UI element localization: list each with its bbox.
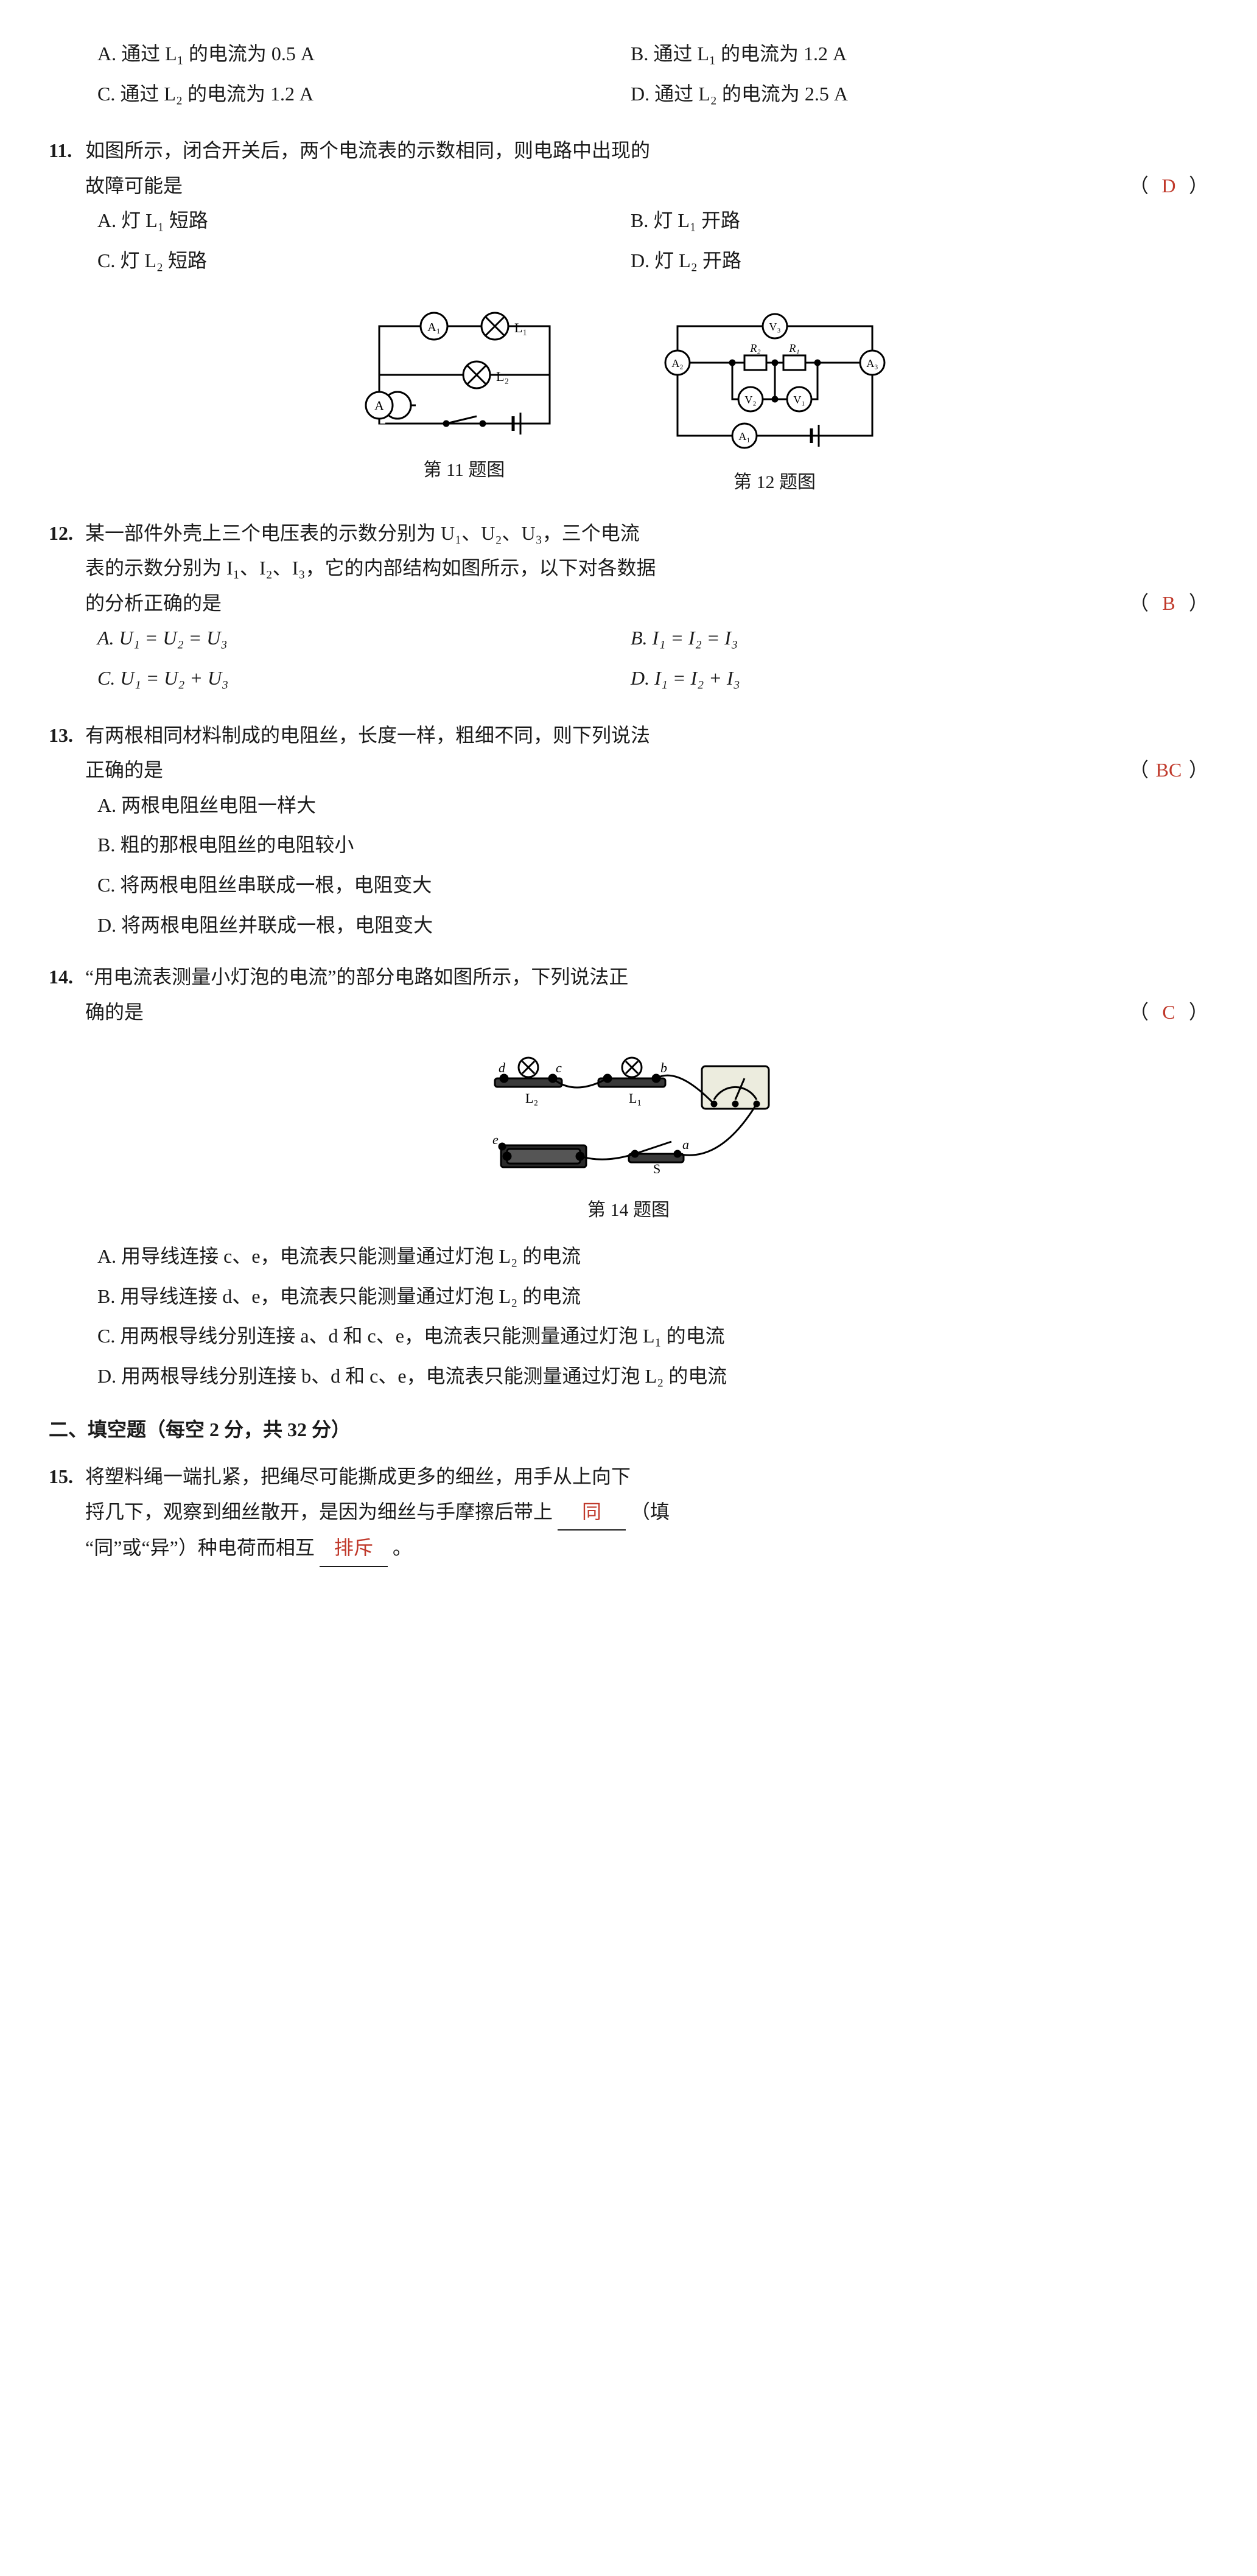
svg-text:A₁: A₁ [738, 430, 750, 442]
svg-text:A₁: A₁ [427, 321, 440, 334]
figure-14-caption: 第 14 题图 [49, 1194, 1208, 1227]
option-A: A. 用导线连接 c、e，电流表只能测量通过灯泡 L₂ 的电流 [97, 1239, 1208, 1274]
option-C: C. 通过 L₂ 的电流为 1.2 A [97, 77, 631, 112]
svg-text:d: d [499, 1060, 506, 1075]
stem-line-1: 某一部件外壳上三个电压表的示数分别为 U₁、U₂、U₃，三个电流 [85, 516, 1208, 551]
question-13: 13. 有两根相同材料制成的电阻丝，长度一样，粗细不同，则下列说法 正确的是 （… [49, 718, 1208, 943]
svg-text:b: b [660, 1060, 667, 1075]
svg-text:R₂: R₂ [749, 342, 760, 354]
question-number: 11. [49, 133, 85, 169]
text-after-blank2: 。 [393, 1537, 412, 1559]
option-A: A. 通过 L₁ 的电流为 0.5 A [97, 37, 631, 72]
circuit-12-svg: V₃ A₂ A₃ R₂ R₁ V₂ V₁ A₁ [647, 302, 903, 460]
question-text: 将塑料绳一端扎紧，把绳尽可能撕成更多的细丝，用手从上向下 捋几下，观察到细丝散开… [85, 1459, 1208, 1567]
text-after-blank1: （填 [631, 1501, 670, 1523]
answer: C [1154, 995, 1184, 1030]
option-C: C. 灯 L₂ 短路 [97, 243, 631, 279]
text-before-blank2: “同”或“异”）种电荷而相互 [85, 1537, 315, 1559]
figure-14: d c b L₂ L₁ e a S 第 14 题图 [49, 1042, 1208, 1227]
question-number: 15. [49, 1459, 85, 1495]
option-D: D. 通过 L₂ 的电流为 2.5 A [631, 77, 1164, 112]
stem-line-2: 确的是 [85, 995, 144, 1030]
stem-line-3: 的分析正确的是 [85, 586, 222, 621]
question-number: 14. [49, 960, 85, 995]
stem-line-1: “用电流表测量小灯泡的电流”的部分电路如图所示，下列说法正 [85, 960, 1208, 995]
question-12: 12. 某一部件外壳上三个电压表的示数分别为 U₁、U₂、U₃，三个电流 表的示… [49, 516, 1208, 701]
svg-text:c: c [556, 1060, 562, 1075]
answer: B [1154, 586, 1184, 621]
text-before-blank1: 捋几下，观察到细丝散开，是因为细丝与手摩擦后带上 [85, 1501, 553, 1523]
question-text: 某一部件外壳上三个电压表的示数分别为 U₁、U₂、U₃，三个电流 表的示数分别为… [85, 516, 1208, 621]
svg-text:V₁: V₁ [793, 394, 805, 406]
stem-line-1: 如图所示，闭合开关后，两个电流表的示数相同，则电路中出现的 [85, 133, 1208, 169]
svg-text:S: S [653, 1161, 660, 1176]
svg-text:L₁: L₁ [514, 320, 527, 335]
option-B: B. 粗的那根电阻丝的电阻较小 [97, 828, 1208, 863]
svg-text:A₂: A₂ [671, 357, 683, 369]
figure-11-caption: 第 11 题图 [355, 454, 574, 487]
svg-text:L₂: L₂ [496, 369, 509, 384]
option-C: C. U₁ = U₂ + U₃ [97, 661, 631, 696]
question-text: 有两根相同材料制成的电阻丝，长度一样，粗细不同，则下列说法 正确的是 （ BC … [85, 718, 1208, 788]
option-B: B. 通过 L₁ 的电流为 1.2 A [631, 37, 1164, 72]
circuit-14-svg: d c b L₂ L₁ e a S [458, 1042, 799, 1188]
figure-12-caption: 第 12 题图 [647, 466, 903, 499]
option-B: B. 灯 L₁ 开路 [631, 203, 1164, 239]
option-A: A. U₁ = U₂ = U₃ [97, 621, 631, 656]
answer-slot: （ BC ） [1129, 753, 1208, 788]
question-number: 13. [49, 718, 85, 753]
option-D: D. 灯 L₂ 开路 [631, 243, 1164, 279]
figure-11: A A₁ L₁ L₂ 第 11 题图 [355, 302, 574, 499]
option-B: B. 用导线连接 d、e，电流表只能测量通过灯泡 L₂ 的电流 [97, 1279, 1208, 1314]
option-A: A. 两根电阻丝电阻一样大 [97, 788, 1208, 823]
question-10-options: A. 通过 L₁ 的电流为 0.5 A B. 通过 L₁ 的电流为 1.2 A … [49, 37, 1208, 116]
option-D: D. 用两根导线分别连接 b、d 和 c、e，电流表只能测量通过灯泡 L₂ 的电… [97, 1359, 1208, 1394]
svg-text:e: e [492, 1132, 499, 1147]
svg-text:A₃: A₃ [866, 357, 878, 369]
answer-slot: （ C ） [1129, 995, 1208, 1030]
option-D: D. 将两根电阻丝并联成一根，电阻变大 [97, 908, 1208, 943]
option-A: A. 灯 L₁ 短路 [97, 203, 631, 239]
answer-slot: （ D ） [1129, 169, 1208, 204]
answer: D [1154, 169, 1184, 204]
stem-line-2: 表的示数分别为 I₁、I₂、I₃，它的内部结构如图所示，以下对各数据 [85, 551, 1208, 586]
svg-text:L₂: L₂ [525, 1091, 538, 1106]
figures-row: A A₁ L₁ L₂ 第 11 题图 [49, 302, 1208, 499]
question-14: 14. “用电流表测量小灯泡的电流”的部分电路如图所示，下列说法正 确的是 （ … [49, 960, 1208, 1394]
stem-line-1: 有两根相同材料制成的电阻丝，长度一样，粗细不同，则下列说法 [85, 718, 1208, 753]
svg-text:a: a [682, 1137, 689, 1152]
blank-1: 同 [558, 1495, 626, 1531]
answer: BC [1154, 753, 1184, 788]
question-number: 12. [49, 516, 85, 551]
option-B: B. I₁ = I₂ = I₃ [631, 621, 1164, 656]
svg-text:A: A [374, 398, 384, 413]
svg-text:L₁: L₁ [629, 1091, 642, 1106]
figure-12: V₃ A₂ A₃ R₂ R₁ V₂ V₁ A₁ 第 12 题图 [647, 302, 903, 499]
question-15: 15. 将塑料绳一端扎紧，把绳尽可能撕成更多的细丝，用手从上向下 捋几下，观察到… [49, 1459, 1208, 1567]
answer-slot: （ B ） [1129, 586, 1208, 621]
question-text: “用电流表测量小灯泡的电流”的部分电路如图所示，下列说法正 确的是 （ C ） [85, 960, 1208, 1030]
section-2-header: 二、填空题（每空 2 分，共 32 分） [49, 1412, 1208, 1448]
svg-text:V₂: V₂ [744, 394, 756, 406]
line-3: “同”或“异”）种电荷而相互 排斥 。 [85, 1531, 1208, 1567]
svg-text:V₃: V₃ [769, 321, 780, 333]
option-C: C. 用两根导线分别连接 a、d 和 c、e，电流表只能测量通过灯泡 L₁ 的电… [97, 1319, 1208, 1354]
line-1: 将塑料绳一端扎紧，把绳尽可能撕成更多的细丝，用手从上向下 [85, 1459, 1208, 1495]
question-text: 如图所示，闭合开关后，两个电流表的示数相同，则电路中出现的 故障可能是 （ D … [85, 133, 1208, 203]
question-11: 11. 如图所示，闭合开关后，两个电流表的示数相同，则电路中出现的 故障可能是 … [49, 133, 1208, 498]
option-D: D. I₁ = I₂ + I₃ [631, 661, 1164, 696]
stem-line-2: 正确的是 [85, 753, 163, 788]
circuit-11-svg: A A₁ L₁ L₂ [355, 302, 574, 448]
option-C: C. 将两根电阻丝串联成一根，电阻变大 [97, 868, 1208, 903]
blank-2: 排斥 [320, 1531, 388, 1567]
stem-line-2: 故障可能是 [85, 169, 183, 204]
svg-text:R₁: R₁ [788, 342, 799, 354]
line-2: 捋几下，观察到细丝散开，是因为细丝与手摩擦后带上 同 （填 [85, 1495, 1208, 1531]
